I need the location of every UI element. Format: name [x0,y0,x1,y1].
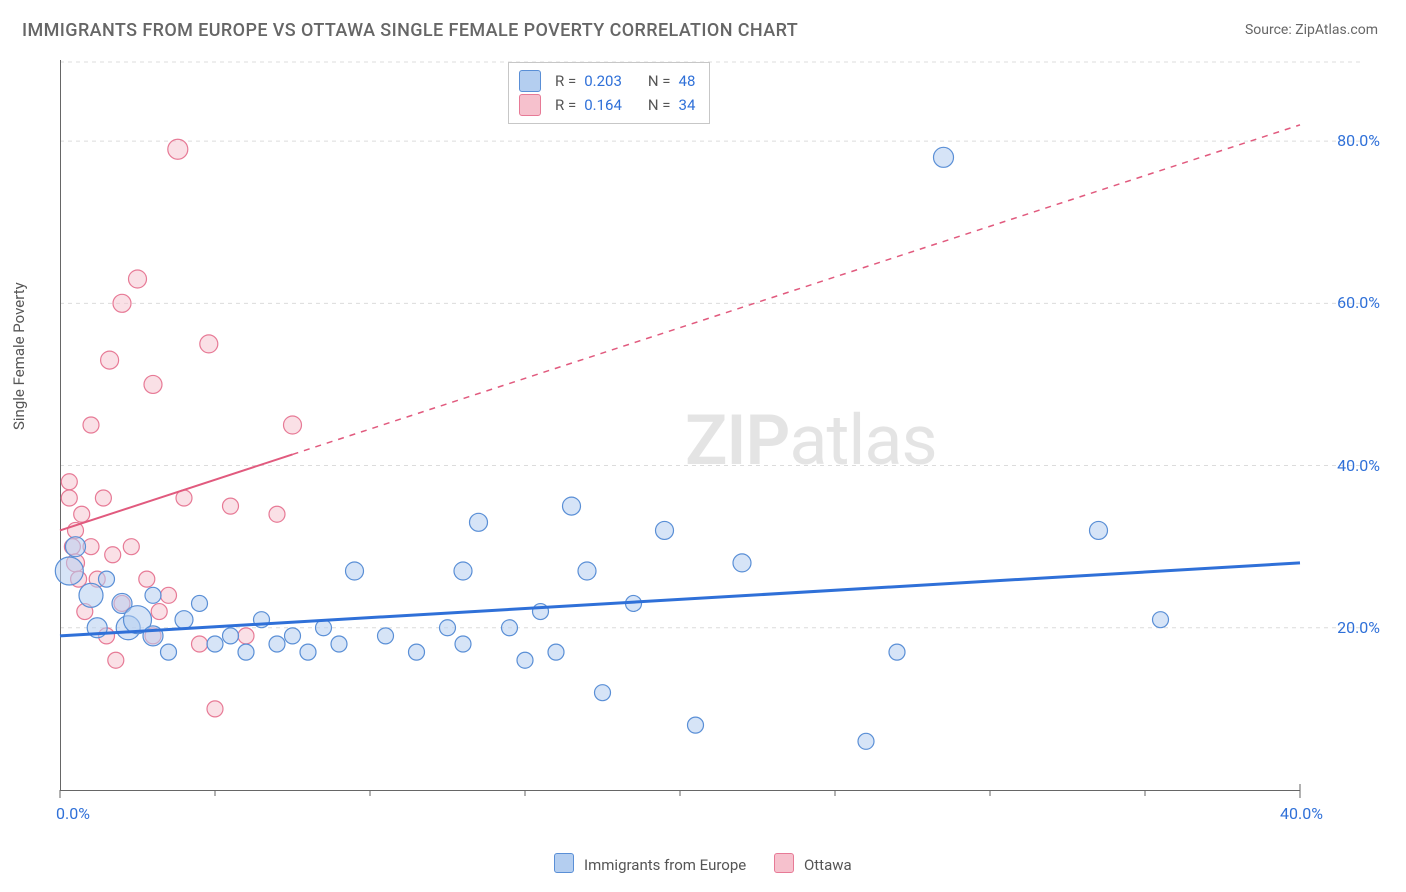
r-label: R = [555,69,576,93]
n-label: N = [648,93,671,117]
stats-legend: R = 0.203 N = 48 R = 0.164 N = 34 [508,62,710,124]
series-legend: Immigrants from Europe Ottawa [0,853,1406,874]
swatch-series-1 [519,70,541,92]
chart-container: IMMIGRANTS FROM EUROPE VS OTTAWA SINGLE … [0,0,1406,892]
y-tick-label: 60.0% [1337,293,1380,312]
legend-item-1: Immigrants from Europe [554,853,746,874]
chart-svg [60,60,1360,820]
plot-area [60,60,1360,820]
y-tick-label: 80.0% [1337,131,1380,150]
stats-row-series-1: R = 0.203 N = 48 [519,69,695,93]
r-value-2: 0.164 [584,93,622,117]
n-label: N = [648,69,671,93]
swatch-series-2-icon [774,853,794,873]
swatch-series-1-icon [554,853,574,873]
x-tick-label: 40.0% [1280,804,1323,823]
r-label: R = [555,93,576,117]
chart-source: Source: ZipAtlas.com [1245,22,1378,38]
legend-label-2: Ottawa [804,856,852,874]
legend-label-1: Immigrants from Europe [584,856,746,874]
swatch-series-2 [519,94,541,116]
y-tick-label: 20.0% [1337,618,1380,637]
chart-title: IMMIGRANTS FROM EUROPE VS OTTAWA SINGLE … [22,20,798,41]
r-value-1: 0.203 [584,69,622,93]
y-tick-label: 40.0% [1337,456,1380,475]
y-axis-label: Single Female Poverty [10,282,28,430]
stats-row-series-2: R = 0.164 N = 34 [519,93,695,117]
n-value-2: 34 [679,93,696,117]
x-tick-label: 0.0% [56,804,90,823]
n-value-1: 48 [679,69,696,93]
legend-item-2: Ottawa [774,853,851,874]
